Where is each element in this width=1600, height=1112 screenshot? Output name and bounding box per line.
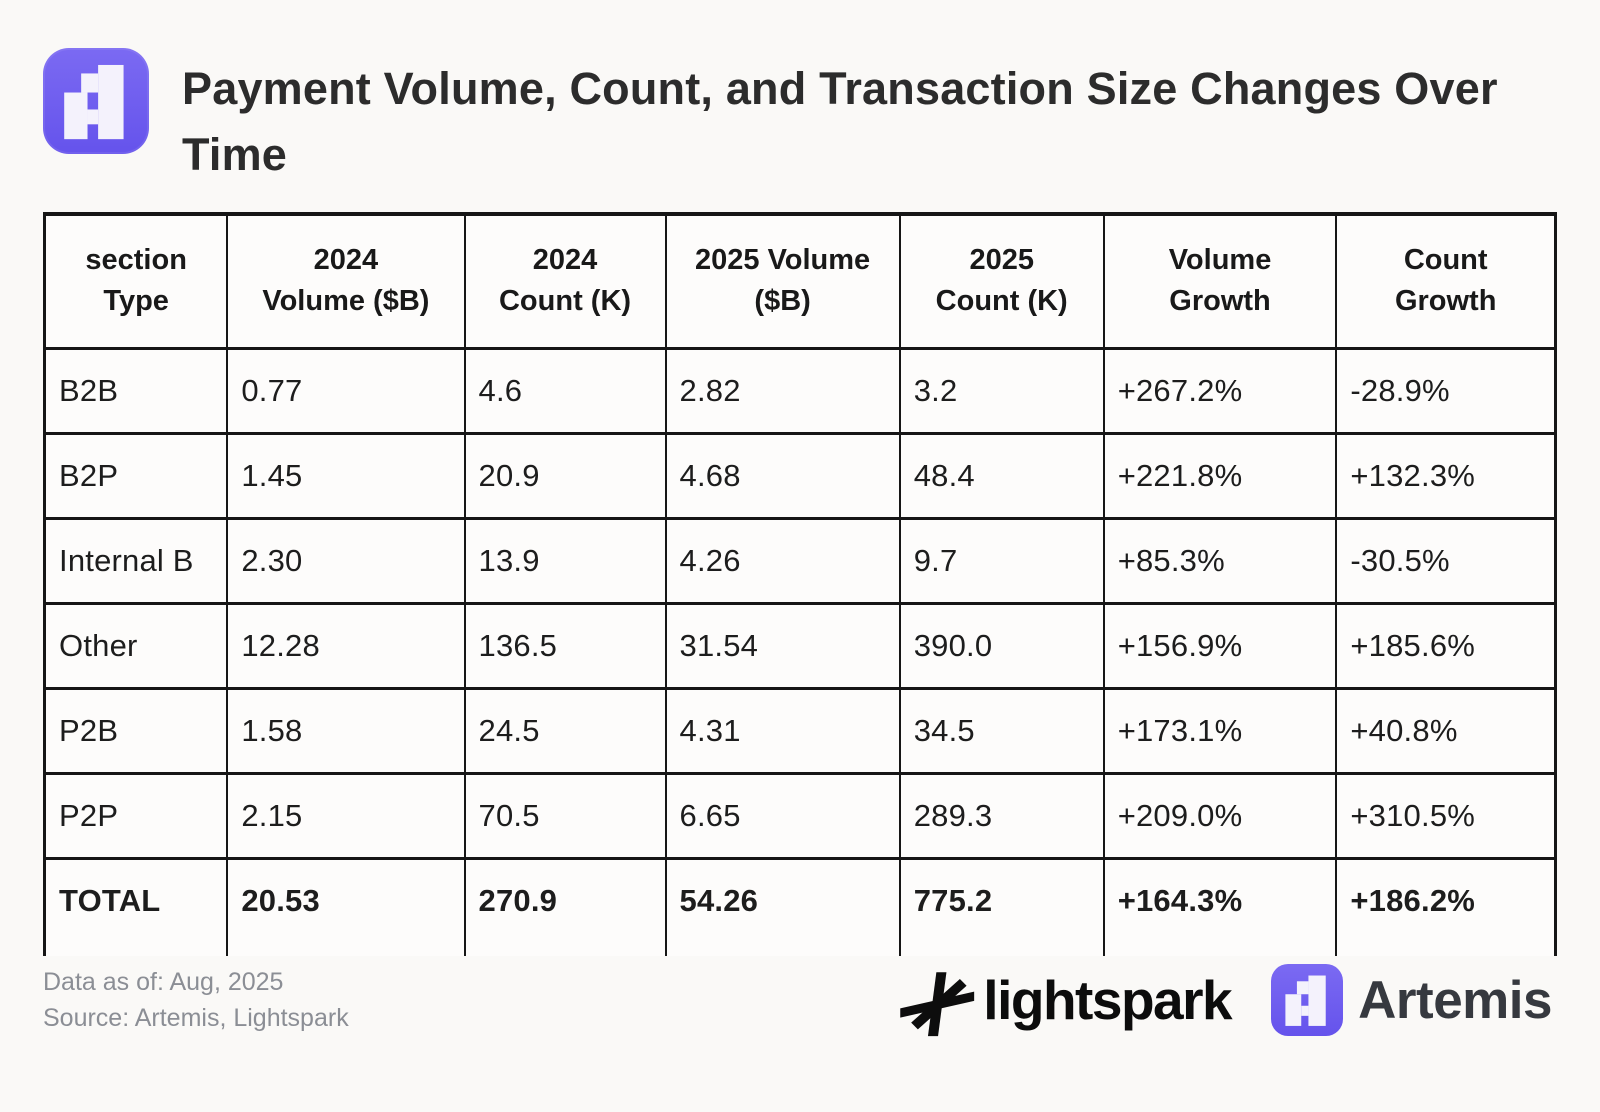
table-row: Internal B 2.30 13.9 4.26 9.7 +85.3% -30.5% — [43, 518, 1557, 605]
cell-value: 20.9 — [463, 433, 667, 520]
cell-value: 1.45 — [226, 433, 466, 520]
page-title-line-2: Time — [182, 129, 288, 180]
footer-logos: lightspark Artemis — [891, 958, 1552, 1042]
cell-value: +85.3% — [1102, 518, 1338, 605]
artemis-wordmark: Artemis — [1358, 970, 1552, 1030]
cell-value: 2.82 — [664, 348, 901, 435]
cell-value: 136.5 — [463, 603, 667, 690]
cell-value: 9.7 — [898, 518, 1105, 605]
column-header-7: Count Growth — [1335, 214, 1557, 350]
cell-value: 34.5 — [898, 688, 1105, 775]
page-title: Payment Volume, Count, and Transaction S… — [182, 48, 1498, 188]
table-header-row: section Type 2024 Volume ($B) 2024 Count (K) 2… — [43, 214, 1557, 350]
cell-value: +186.2% — [1335, 858, 1557, 956]
cell-value: 24.5 — [463, 688, 667, 775]
data-as-of-label: Data as of: Aug, 2025 — [43, 968, 284, 996]
cell-value: 48.4 — [898, 433, 1105, 520]
table-row: Other 12.28 136.5 31.54 390.0 +156.9% +185.6% — [43, 603, 1557, 690]
artemis-logo: Artemis — [1271, 964, 1552, 1036]
cell-value: +156.9% — [1102, 603, 1338, 690]
column-header-4: 2025 Volume ($B) — [664, 214, 901, 350]
cell-value: 4.31 — [664, 688, 901, 775]
row-label: Other — [43, 603, 229, 690]
column-header-6: Volume Growth — [1102, 214, 1338, 350]
column-header-1: section Type — [43, 214, 229, 350]
payments-table: section Type 2024 Volume ($B) 2024 Count (K) 2… — [43, 212, 1557, 956]
cell-value: +164.3% — [1102, 858, 1338, 956]
cell-value: 20.53 — [226, 858, 466, 956]
column-header-5: 2025 Count (K) — [898, 214, 1105, 350]
table-body: B2B 0.77 4.6 2.82 3.2 +267.2% -28.9% B2P 1.45 20.… — [43, 348, 1557, 956]
row-label: Internal B — [43, 518, 229, 605]
payments-table-container: section Type 2024 Volume ($B) 2024 Count (K) 2… — [43, 212, 1557, 956]
cell-value: -28.9% — [1335, 348, 1557, 435]
lightspark-spark-icon — [900, 972, 975, 1037]
lightspark-logo: lightspark — [891, 958, 1233, 1042]
cell-value: -30.5% — [1335, 518, 1557, 605]
footer-meta: Data as of: Aug, 2025 Source: Artemis, L… — [43, 964, 349, 1036]
column-header-3: 2024 Count (K) — [463, 214, 667, 350]
cell-value: 4.6 — [463, 348, 667, 435]
cell-value: 4.68 — [664, 433, 901, 520]
cell-value: 390.0 — [898, 603, 1105, 690]
page-header: Payment Volume, Count, and Transaction S… — [43, 48, 1498, 188]
artemis-footer-icon — [1271, 964, 1344, 1036]
column-header-2: 2024 Volume ($B) — [226, 214, 466, 350]
cell-value: +40.8% — [1335, 688, 1557, 775]
cell-value: 54.26 — [664, 858, 901, 956]
cell-value: 3.2 — [898, 348, 1105, 435]
cell-value: 70.5 — [463, 773, 667, 860]
cell-value: 270.9 — [463, 858, 667, 956]
cell-value: +132.3% — [1335, 433, 1557, 520]
page-title-line-1: Payment Volume, Count, and Transaction S… — [182, 63, 1498, 114]
row-label: B2P — [43, 433, 229, 520]
page-footer: Data as of: Aug, 2025 Source: Artemis, L… — [43, 958, 1552, 1042]
cell-value: 12.28 — [226, 603, 466, 690]
table-total-row: TOTAL 20.53 270.9 54.26 775.2 +164.3% +186.2% — [43, 858, 1557, 956]
cell-value: +310.5% — [1335, 773, 1557, 860]
cell-value: 4.26 — [664, 518, 901, 605]
cell-value: +267.2% — [1102, 348, 1338, 435]
cell-value: 0.77 — [226, 348, 466, 435]
cell-value: 13.9 — [463, 518, 667, 605]
cell-value: 2.15 — [226, 773, 466, 860]
table-row: P2B 1.58 24.5 4.31 34.5 +173.1% +40.8% — [43, 688, 1557, 775]
cell-value: 6.65 — [664, 773, 901, 860]
source-label: Source: Artemis, Lightspark — [43, 1004, 349, 1032]
cell-value: 2.30 — [226, 518, 466, 605]
cell-value: +209.0% — [1102, 773, 1338, 860]
row-label: B2B — [43, 348, 229, 435]
cell-value: +185.6% — [1335, 603, 1557, 690]
row-label: P2B — [43, 688, 229, 775]
lightspark-wordmark: lightspark — [983, 969, 1232, 1031]
cell-value: +221.8% — [1102, 433, 1338, 520]
cell-value: +173.1% — [1102, 688, 1338, 775]
cell-value: 1.58 — [226, 688, 466, 775]
cell-value: 31.54 — [664, 603, 901, 690]
row-label: P2P — [43, 773, 229, 860]
table-row: B2B 0.77 4.6 2.82 3.2 +267.2% -28.9% — [43, 348, 1557, 435]
cell-value: 775.2 — [898, 858, 1105, 956]
table-row: P2P 2.15 70.5 6.65 289.3 +209.0% +310.5% — [43, 773, 1557, 860]
table-row: B2P 1.45 20.9 4.68 48.4 +221.8% +132.3% — [43, 433, 1557, 520]
row-label: TOTAL — [43, 858, 229, 956]
cell-value: 289.3 — [898, 773, 1105, 860]
artemis-logo-icon — [43, 48, 149, 154]
